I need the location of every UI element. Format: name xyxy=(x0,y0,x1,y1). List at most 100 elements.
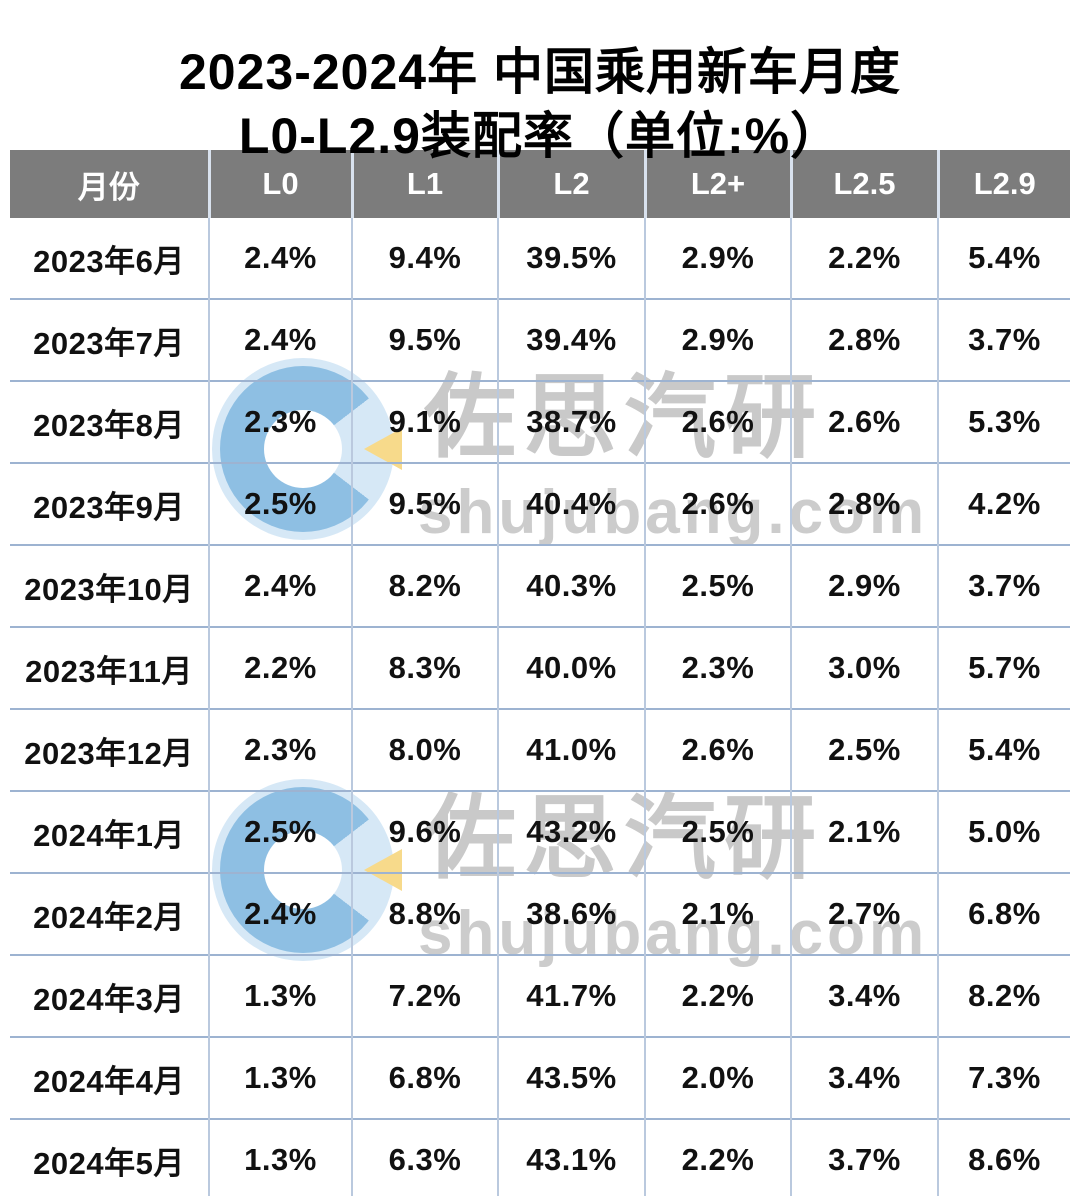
table-row: 2024年1月 2.5% 9.6% 43.2% 2.5% 2.1% 5.0% xyxy=(10,790,1070,873)
table-header: 月份 L0 L1 L2 L2+ L2.5 L2.9 xyxy=(10,150,1070,218)
month-cell: 2024年2月 xyxy=(10,872,209,955)
month-cell: 2023年6月 xyxy=(33,243,185,279)
value-cell: 6.8% xyxy=(351,1036,498,1119)
table-row: 2024年3月 1.3% 7.2% 41.7% 2.2% 3.4% 8.2% xyxy=(10,954,1070,1037)
value-cell: 2.5% xyxy=(208,790,352,873)
value-cell: 2.6% xyxy=(644,380,791,463)
value-cell: 1.3% xyxy=(208,1118,352,1196)
value-cell: 4.2% xyxy=(937,462,1070,545)
value-cell: 2.9% xyxy=(790,544,938,627)
value-cell: 3.7% xyxy=(937,298,1070,381)
table-row: 2023年11月 2.2% 8.3% 40.0% 2.3% 3.0% 5.7% xyxy=(10,626,1070,709)
value-cell: 40.0% xyxy=(497,626,645,709)
value-cell: 2.4% xyxy=(208,298,352,381)
month-cell: 2023年9月 xyxy=(10,462,209,545)
table-row: 2023年7月 2.4% 9.5% 39.4% 2.9% 2.8% 3.7% xyxy=(10,298,1070,381)
month-cell: 2023年8月 xyxy=(10,380,209,463)
column-header-month: 月份 xyxy=(10,150,209,218)
value-cell: 39.4% xyxy=(497,298,645,381)
value-cell: 2.4% xyxy=(208,872,352,955)
value-cell: 3.7% xyxy=(937,544,1070,627)
value-cell: 8.8% xyxy=(351,872,498,955)
value-cell: 6.3% xyxy=(351,1118,498,1196)
table-header-row: 月份 L0 L1 L2 L2+ L2.5 L2.9 xyxy=(10,150,1070,218)
month-cell: 2023年12月 xyxy=(10,708,209,791)
value-cell: 5.4% xyxy=(937,708,1070,791)
value-cell: 9.5% xyxy=(351,298,498,381)
value-cell: 2.4% xyxy=(208,544,352,627)
value-cell: 2.3% xyxy=(208,380,352,463)
month-cell: 2024年4月 xyxy=(10,1036,209,1119)
value-cell: 9.6% xyxy=(351,790,498,873)
value-cell: 8.0% xyxy=(351,708,498,791)
value-cell: 2.9% xyxy=(644,218,791,299)
table-row: 2023年10月 2.4% 8.2% 40.3% 2.5% 2.9% 3.7% xyxy=(10,544,1070,627)
value-cell: 3.7% xyxy=(790,1118,938,1196)
month-cell: 2024年3月 xyxy=(10,954,209,1037)
value-cell: 8.2% xyxy=(937,954,1070,1037)
column-header-l2-9: L2.9 xyxy=(936,150,1070,218)
value-cell: 1.3% xyxy=(208,1036,352,1119)
value-cell: 43.5% xyxy=(497,1036,645,1119)
value-cell: 2.1% xyxy=(644,872,791,955)
value-cell: 43.2% xyxy=(497,790,645,873)
value-cell: 41.0% xyxy=(497,708,645,791)
table-row: 2023年6月 2.4% 9.4% 39.5% 2.9% 2.2% 5.4% xyxy=(10,218,1070,299)
value-cell: 2.9% xyxy=(644,298,791,381)
value-cell: 39.5% xyxy=(497,218,645,299)
value-cell: 9.1% xyxy=(351,380,498,463)
table-row: 2024年4月 1.3% 6.8% 43.5% 2.0% 3.4% 7.3% xyxy=(10,1036,1070,1119)
month-cell: 2023年11月 xyxy=(10,626,209,709)
value-cell: 7.3% xyxy=(937,1036,1070,1119)
value-cell: 7.2% xyxy=(351,954,498,1037)
value-cell: 6.8% xyxy=(937,872,1070,955)
column-header-l2-5: L2.5 xyxy=(789,150,938,218)
column-header-l2-: L2+ xyxy=(643,150,791,218)
value-cell: 3.0% xyxy=(790,626,938,709)
value-cell: 9.5% xyxy=(351,462,498,545)
value-cell: 5.4% xyxy=(937,218,1070,299)
value-cell: 38.7% xyxy=(497,380,645,463)
value-cell: 2.2% xyxy=(644,1118,791,1196)
value-cell: 1.3% xyxy=(208,954,352,1037)
value-cell: 2.7% xyxy=(790,872,938,955)
month-cell: 2023年7月 xyxy=(10,298,209,381)
value-cell: 2.6% xyxy=(644,708,791,791)
value-cell: 5.7% xyxy=(937,626,1070,709)
value-cell: 2.2% xyxy=(208,626,352,709)
value-cell: 41.7% xyxy=(497,954,645,1037)
value-cell: 8.6% xyxy=(937,1118,1070,1196)
value-cell: 38.6% xyxy=(497,872,645,955)
value-cell: 9.4% xyxy=(351,218,498,299)
value-cell: 2.0% xyxy=(644,1036,791,1119)
value-cell: 2.5% xyxy=(790,708,938,791)
value-cell: 43.1% xyxy=(497,1118,645,1196)
value-cell: 2.2% xyxy=(790,218,938,299)
value-cell: 2.3% xyxy=(208,708,352,791)
value-cell: 2.8% xyxy=(790,462,938,545)
value-cell: 2.5% xyxy=(208,462,352,545)
page-title-line2: L0-L2.9装配率（单位:%） xyxy=(238,107,842,164)
month-cell: 2024年5月 xyxy=(10,1118,209,1196)
value-cell: 40.3% xyxy=(497,544,645,627)
month-cell: 2024年1月 xyxy=(10,790,209,873)
value-cell: 2.5% xyxy=(644,544,791,627)
month-cell: 2023年10月 xyxy=(10,544,209,627)
value-cell: 5.3% xyxy=(937,380,1070,463)
value-cell: 5.0% xyxy=(937,790,1070,873)
value-cell: 3.4% xyxy=(790,954,938,1037)
value-cell: 2.6% xyxy=(644,462,791,545)
value-cell: 3.4% xyxy=(790,1036,938,1119)
value-cell: 8.2% xyxy=(351,544,498,627)
table-row: 2023年9月 2.5% 9.5% 40.4% 2.6% 2.8% 4.2% xyxy=(10,462,1070,545)
table-row: 2024年2月 2.4% 8.8% 38.6% 2.1% 2.7% 6.8% xyxy=(10,872,1070,955)
value-cell: 2.8% xyxy=(790,298,938,381)
column-header-l0: L0 xyxy=(207,150,352,218)
value-cell: 2.4% xyxy=(208,218,352,299)
value-cell: 2.2% xyxy=(644,954,791,1037)
column-header-l1: L1 xyxy=(350,150,498,218)
table-body: 2023年6月 2.4% 9.4% 39.5% 2.9% 2.2% 5.4% 2023年7月 2… xyxy=(10,218,1070,1196)
column-header-l2: L2 xyxy=(496,150,645,218)
value-cell: 2.3% xyxy=(644,626,791,709)
